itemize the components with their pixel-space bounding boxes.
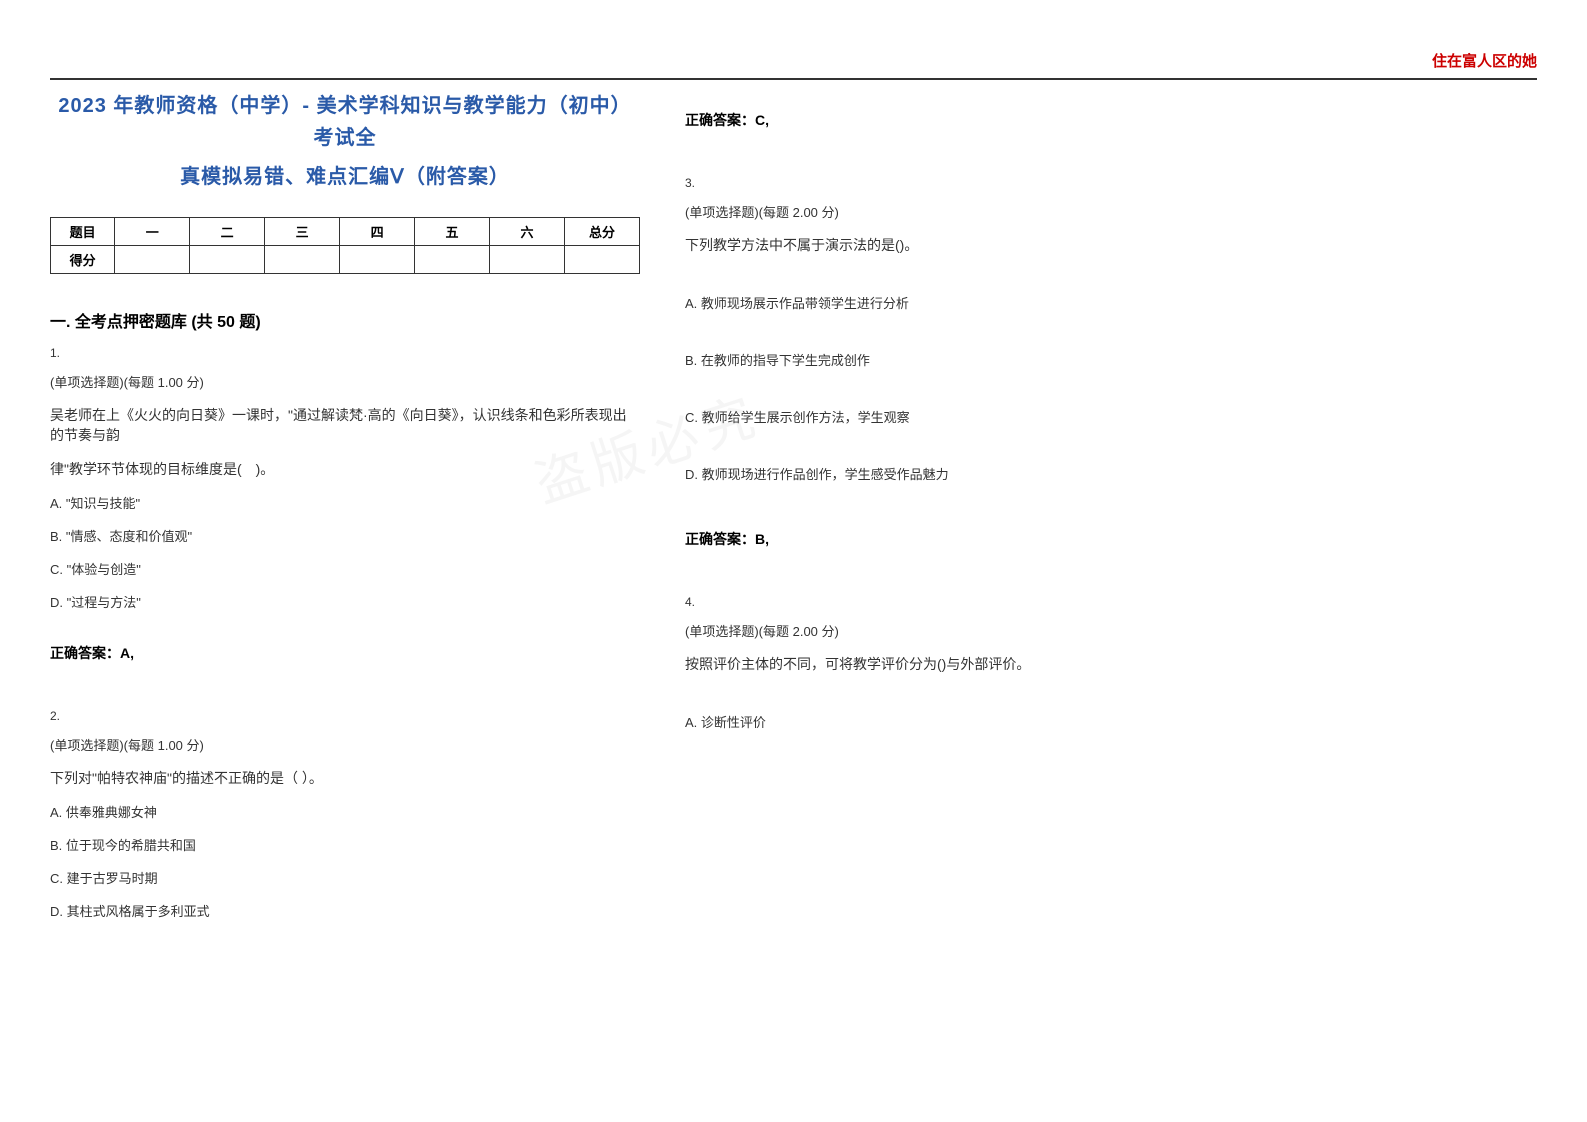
divider [50, 78, 1537, 80]
q-body: 按照评价主体的不同，可将教学评价分为()与外部评价。 [685, 654, 1385, 674]
question-4: 4. (单项选择题)(每题 2.00 分) 按照评价主体的不同，可将教学评价分为… [685, 595, 1385, 731]
option-d: D. 其柱式风格属于多利亚式 [50, 901, 640, 920]
option-d: D. "过程与方法" [50, 592, 640, 611]
content: 2023 年教师资格（中学）- 美术学科知识与教学能力（初中）考试全 真模拟易错… [50, 90, 1537, 920]
section-heading: 一. 全考点押密题库 (共 50 题) [50, 308, 640, 332]
option-b: B. "情感、态度和价值观" [50, 526, 640, 545]
table-header-row: 题目 一 二 三 四 五 六 总分 [51, 218, 640, 246]
q-body-line1: 吴老师在上《火火的向日葵》一课时，"通过解读梵·高的《向日葵》，认识线条和色彩所… [50, 405, 640, 445]
q-meta: (单项选择题)(每题 1.00 分) [50, 372, 640, 391]
answer: 正确答案：A, [50, 643, 640, 663]
option-c: C. "体验与创造" [50, 559, 640, 578]
option-a: A. 教师现场展示作品带领学生进行分析 [685, 293, 1385, 312]
col-header: 三 [265, 218, 340, 246]
option-a: A. "知识与技能" [50, 493, 640, 512]
col-header: 五 [415, 218, 490, 246]
cell-empty [190, 246, 265, 274]
col-header: 题目 [51, 218, 115, 246]
option-a: A. 供奉雅典娜女神 [50, 802, 640, 821]
q-body-line2: 律"教学环节体现的目标维度是( )。 [50, 459, 640, 479]
q-number: 4. [685, 595, 1385, 609]
cell-empty [490, 246, 565, 274]
col-header: 一 [115, 218, 190, 246]
col-header: 六 [490, 218, 565, 246]
title-line2: 真模拟易错、难点汇编Ⅴ（附答案） [50, 160, 640, 189]
col-header: 二 [190, 218, 265, 246]
question-1: 1. (单项选择题)(每题 1.00 分) 吴老师在上《火火的向日葵》一课时，"… [50, 346, 640, 663]
q-number: 1. [50, 346, 640, 360]
option-a: A. 诊断性评价 [685, 712, 1385, 731]
table-score-row: 得分 [51, 246, 640, 274]
option-c: C. 教师给学生展示创作方法，学生观察 [685, 407, 1385, 426]
cell-empty [265, 246, 340, 274]
q-meta: (单项选择题)(每题 2.00 分) [685, 202, 1385, 221]
q-number: 3. [685, 176, 1385, 190]
header-right-text: 住在富人区的她 [1432, 50, 1537, 71]
q2-answer: 正确答案：C, [685, 110, 1385, 130]
question-2: 2. (单项选择题)(每题 1.00 分) 下列对"帕特农神庙"的描述不正确的是… [50, 709, 640, 920]
right-column: 正确答案：C, 3. (单项选择题)(每题 2.00 分) 下列教学方法中不属于… [685, 90, 1385, 920]
option-c: C. 建于古罗马时期 [50, 868, 640, 887]
option-b: B. 位于现今的希腊共和国 [50, 835, 640, 854]
q-body: 下列对"帕特农神庙"的描述不正确的是（ ）。 [50, 768, 640, 788]
q-body: 下列教学方法中不属于演示法的是()。 [685, 235, 1385, 255]
left-column: 2023 年教师资格（中学）- 美术学科知识与教学能力（初中）考试全 真模拟易错… [50, 90, 640, 920]
question-3: 3. (单项选择题)(每题 2.00 分) 下列教学方法中不属于演示法的是()。… [685, 176, 1385, 549]
col-header: 四 [340, 218, 415, 246]
score-table: 题目 一 二 三 四 五 六 总分 得分 [50, 217, 640, 274]
col-header: 总分 [564, 218, 639, 246]
cell-empty [415, 246, 490, 274]
answer: 正确答案：B, [685, 529, 1385, 549]
option-d: D. 教师现场进行作品创作，学生感受作品魅力 [685, 464, 1385, 483]
q-meta: (单项选择题)(每题 2.00 分) [685, 621, 1385, 640]
option-b: B. 在教师的指导下学生完成创作 [685, 350, 1385, 369]
title-line1: 2023 年教师资格（中学）- 美术学科知识与教学能力（初中）考试全 [50, 90, 640, 154]
q-number: 2. [50, 709, 640, 723]
q-meta: (单项选择题)(每题 1.00 分) [50, 735, 640, 754]
cell-empty [340, 246, 415, 274]
cell-empty [564, 246, 639, 274]
row-label: 得分 [51, 246, 115, 274]
cell-empty [115, 246, 190, 274]
